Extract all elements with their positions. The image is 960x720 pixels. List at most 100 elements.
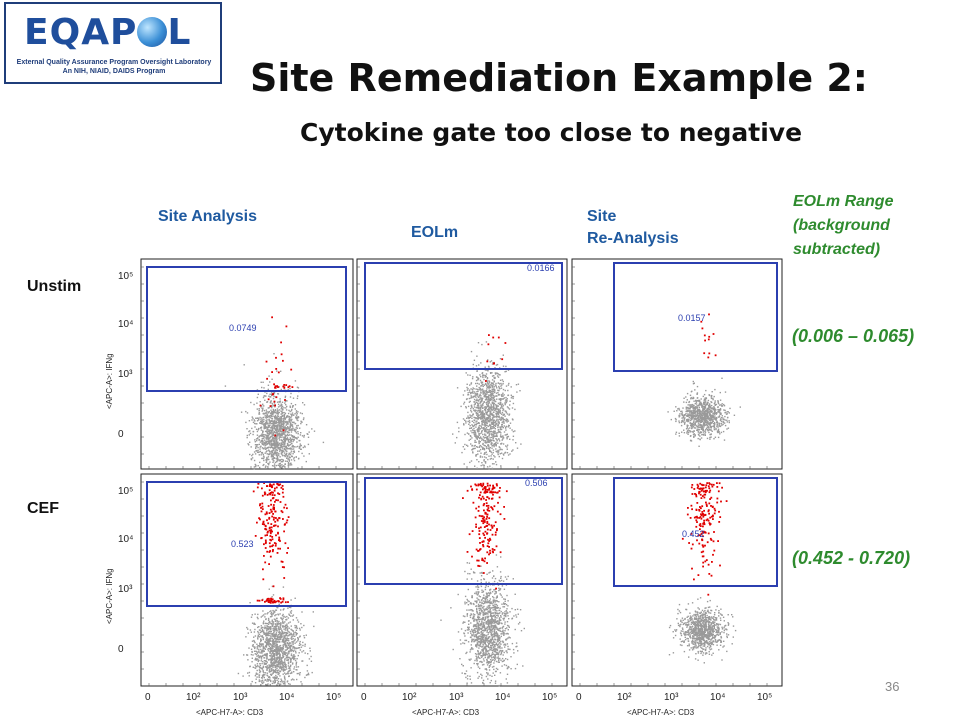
negative-event: [485, 430, 487, 432]
negative-event: [289, 417, 291, 419]
negative-event: [699, 431, 702, 433]
negative-event: [495, 463, 498, 466]
negative-event: [276, 663, 278, 666]
negative-event: [249, 430, 251, 432]
negative-event: [276, 431, 278, 433]
negative-event: [710, 427, 712, 429]
negative-event: [261, 677, 263, 679]
negative-event: [718, 416, 721, 418]
negative-event: [490, 399, 492, 401]
negative-event: [488, 380, 491, 383]
negative-event: [302, 418, 305, 421]
negative-event: [481, 400, 483, 402]
negative-event: [284, 621, 286, 623]
negative-event: [259, 643, 261, 645]
negative-event: [282, 624, 284, 627]
negative-event: [694, 408, 696, 410]
negative-event: [690, 424, 693, 426]
negative-event: [473, 395, 475, 398]
negative-event: [500, 382, 502, 385]
negative-event: [257, 654, 259, 656]
negative-event: [257, 659, 259, 661]
negative-event: [722, 430, 725, 433]
negative-event: [278, 648, 280, 651]
negative-event: [494, 373, 497, 375]
negative-event: [510, 397, 513, 399]
negative-event: [717, 416, 719, 418]
negative-event: [706, 408, 709, 410]
negative-event: [261, 635, 264, 637]
positive-event: [276, 385, 279, 387]
negative-event: [667, 411, 669, 413]
negative-event: [294, 650, 297, 652]
negative-event: [309, 647, 311, 649]
negative-event: [277, 446, 279, 449]
negative-event: [502, 426, 504, 429]
negative-event: [260, 381, 262, 383]
negative-event: [481, 403, 484, 406]
negative-event: [313, 625, 315, 628]
negative-event: [261, 439, 264, 442]
negative-event: [297, 395, 299, 397]
negative-event: [279, 425, 281, 427]
negative-event: [287, 656, 289, 659]
negative-event: [519, 390, 521, 392]
negative-event: [252, 453, 254, 456]
negative-event: [470, 415, 472, 417]
negative-event: [476, 429, 478, 431]
negative-event: [487, 444, 489, 446]
negative-event: [473, 391, 476, 393]
negative-event: [497, 409, 500, 412]
negative-event: [270, 420, 272, 422]
negative-event: [714, 411, 716, 413]
negative-event: [300, 646, 303, 648]
negative-event: [470, 430, 472, 432]
negative-event: [678, 421, 681, 424]
negative-event: [497, 419, 500, 421]
negative-event: [291, 663, 294, 665]
negative-event: [272, 645, 274, 648]
negative-event: [477, 450, 479, 452]
negative-event: [695, 424, 697, 427]
negative-event: [510, 386, 512, 388]
negative-event: [286, 615, 288, 618]
negative-event: [694, 411, 697, 413]
negative-event: [501, 416, 503, 418]
negative-event: [685, 401, 688, 404]
negative-event: [283, 622, 285, 624]
negative-event: [270, 633, 272, 635]
negative-event: [247, 632, 249, 634]
negative-event: [280, 408, 282, 410]
negative-event: [264, 399, 266, 401]
negative-event: [477, 415, 480, 417]
negative-event: [279, 401, 281, 403]
negative-event: [268, 626, 270, 628]
negative-event: [271, 419, 273, 422]
negative-event: [483, 392, 485, 394]
negative-event: [285, 652, 287, 654]
negative-event: [255, 665, 257, 667]
negative-event: [248, 675, 250, 677]
negative-event: [717, 428, 720, 430]
negative-event: [489, 419, 491, 421]
negative-event: [470, 460, 473, 462]
negative-event: [257, 465, 259, 467]
negative-event: [286, 455, 289, 457]
negative-event: [262, 416, 265, 419]
negative-event: [270, 611, 273, 614]
negative-event: [251, 614, 253, 616]
negative-event: [299, 642, 301, 645]
negative-event: [259, 670, 262, 673]
negative-event: [275, 422, 277, 425]
negative-event: [466, 432, 469, 434]
negative-event: [266, 443, 268, 446]
negative-event: [277, 415, 279, 417]
negative-event: [507, 435, 510, 438]
negative-event: [303, 436, 305, 438]
negative-event: [714, 422, 716, 425]
negative-event: [275, 448, 277, 451]
negative-event: [470, 383, 472, 385]
negative-event: [273, 446, 276, 448]
negative-event: [708, 431, 710, 434]
negative-event: [474, 409, 476, 411]
